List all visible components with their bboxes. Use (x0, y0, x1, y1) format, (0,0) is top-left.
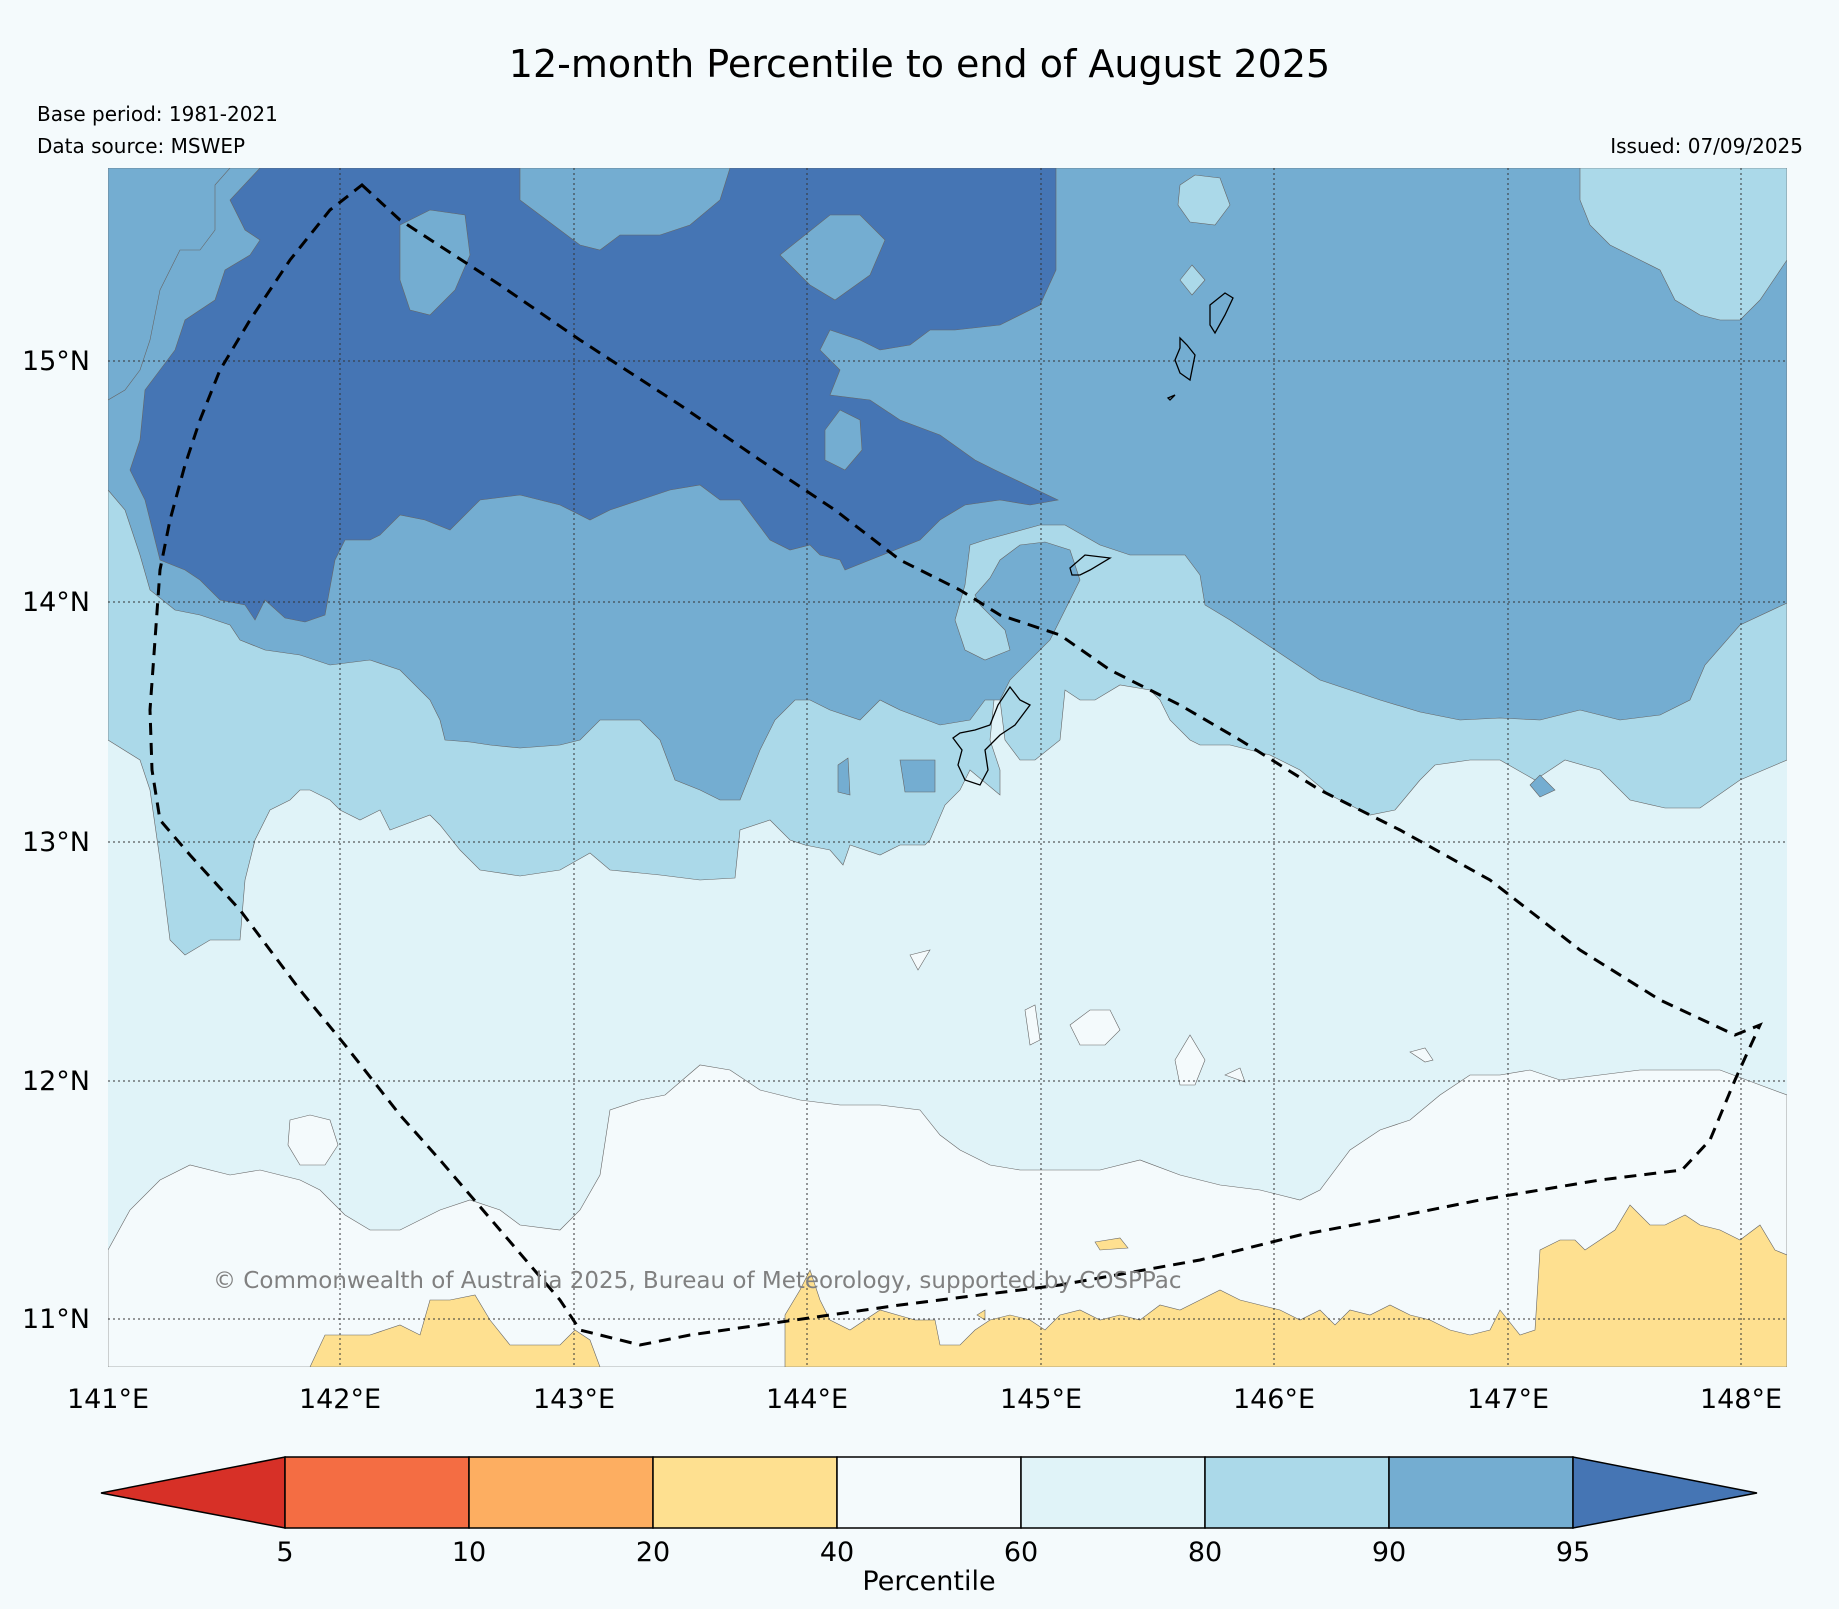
lat-label: 13°N (22, 827, 90, 858)
lon-label: 146°E (1233, 1384, 1315, 1415)
colorbar-label: Percentile (862, 1566, 995, 1597)
island-outlines (952, 292, 1234, 786)
colorbar-ticks: 5 10 20 40 60 80 90 95 Percentile (276, 1537, 1590, 1597)
patch-90-95-mid (399, 209, 471, 316)
colorbar-segment (836, 1456, 1022, 1529)
data-source-text: Data source: MSWEP (37, 134, 246, 158)
band-20-40 (309, 1204, 1787, 1367)
base-period-text: Base period: 1981-2021 (37, 102, 278, 126)
patch-80-90-small (1179, 264, 1206, 296)
colorbar-segment (284, 1456, 470, 1529)
lat-label: 12°N (22, 1066, 90, 1097)
lon-label: 141°E (67, 1384, 149, 1415)
colorbar (100, 1456, 1758, 1529)
lon-label: 148°E (1700, 1384, 1782, 1415)
issued-date-text: Issued: 07/09/2025 (1610, 134, 1803, 158)
lon-label: 142°E (299, 1384, 381, 1415)
guam-outline (952, 685, 1031, 786)
patch-90-95-mid2 (824, 409, 863, 471)
islet-outline (1166, 394, 1176, 401)
colorbar-extend-high (1572, 1456, 1758, 1529)
patch-90-95-top (519, 168, 731, 251)
lat-label: 11°N (22, 1304, 90, 1335)
tinian-outline (1174, 336, 1196, 382)
map-area[interactable]: © Commonwealth of Australia 2025, Bureau… (108, 168, 1787, 1367)
lat-label: 15°N (22, 346, 90, 377)
colorbar-segment (1020, 1456, 1206, 1529)
colorbar-segment (652, 1456, 838, 1529)
eez-boundary (148, 183, 1763, 1347)
colorbar-tick: 5 (276, 1537, 293, 1568)
lat-labels: 15°N 14°N 13°N 12°N 11°N (22, 346, 90, 1335)
map-title: 12-month Percentile to end of August 202… (508, 42, 1331, 86)
colorbar-tick: 95 (1556, 1537, 1590, 1568)
patch-90-95-topleft (108, 168, 231, 401)
lon-label: 144°E (766, 1384, 848, 1415)
colorbar-tick: 60 (1004, 1537, 1038, 1568)
patch-90-95-top2 (779, 214, 886, 301)
colorbar-extend-low (100, 1456, 286, 1529)
lon-label: 147°E (1467, 1384, 1549, 1415)
patch-40-60-b (909, 949, 1434, 1086)
colorbar-segment (468, 1456, 654, 1529)
colorbar-tick: 40 (820, 1537, 854, 1568)
rota-outline (1069, 554, 1112, 576)
lon-label: 145°E (1000, 1384, 1082, 1415)
saipan-outline (1209, 292, 1234, 335)
copyright-text: © Commonwealth of Australia 2025, Bureau… (213, 1268, 1182, 1294)
colorbar-tick: 10 (452, 1537, 486, 1568)
colorbar-tick: 90 (1372, 1537, 1406, 1568)
band-40-60 (108, 1064, 1787, 1367)
colorbar-tick: 20 (636, 1537, 670, 1568)
patch-90-95-small (837, 757, 1556, 798)
lon-labels: 141°E 142°E 143°E 144°E 145°E 146°E 147°… (67, 1384, 1782, 1415)
patch-40-60-a (287, 1114, 339, 1166)
lon-label: 143°E (533, 1384, 615, 1415)
colorbar-segment (1204, 1456, 1390, 1529)
colorbar-segment (1388, 1456, 1574, 1529)
lat-label: 14°N (22, 587, 90, 618)
patch-80-90-topright (1579, 168, 1787, 321)
colorbar-tick: 80 (1188, 1537, 1222, 1568)
patch-80-90-island (1177, 174, 1231, 226)
